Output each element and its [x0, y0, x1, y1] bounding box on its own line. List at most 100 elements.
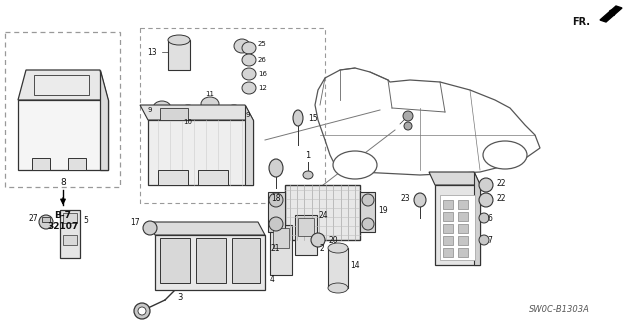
Polygon shape	[100, 70, 108, 170]
Text: 1: 1	[305, 150, 310, 159]
Bar	[68, 158, 86, 170]
Ellipse shape	[362, 218, 374, 230]
Text: 4: 4	[269, 276, 275, 284]
Ellipse shape	[328, 283, 348, 293]
Text: 5: 5	[83, 215, 88, 225]
Text: 19: 19	[378, 205, 388, 214]
Text: 11: 11	[205, 91, 214, 97]
Ellipse shape	[303, 171, 313, 179]
Bar	[435, 185, 480, 265]
Text: 12: 12	[258, 85, 267, 91]
Ellipse shape	[39, 215, 53, 229]
Ellipse shape	[328, 243, 348, 253]
Bar	[18, 100, 108, 170]
Text: 13: 13	[147, 47, 157, 57]
Bar	[63, 235, 77, 245]
Bar	[328, 248, 348, 288]
Text: B-7: B-7	[54, 211, 72, 220]
Text: 6: 6	[487, 213, 492, 222]
Bar	[34, 75, 89, 95]
Bar	[443, 212, 453, 221]
Text: 24: 24	[318, 211, 328, 220]
Ellipse shape	[362, 194, 374, 206]
Ellipse shape	[269, 159, 283, 177]
Ellipse shape	[138, 307, 146, 315]
Ellipse shape	[269, 193, 283, 207]
Text: 7: 7	[487, 236, 492, 244]
Bar	[140, 28, 325, 203]
Bar	[458, 236, 468, 245]
Bar	[295, 215, 317, 255]
Bar	[160, 108, 188, 120]
Ellipse shape	[134, 303, 150, 319]
Bar	[285, 185, 360, 240]
Polygon shape	[148, 222, 265, 235]
Ellipse shape	[201, 97, 219, 111]
Ellipse shape	[242, 42, 256, 54]
Bar	[360, 192, 375, 232]
Ellipse shape	[143, 221, 157, 235]
Bar	[443, 236, 453, 245]
Bar	[458, 212, 468, 221]
Ellipse shape	[333, 151, 377, 179]
Text: 22: 22	[496, 194, 506, 203]
Ellipse shape	[242, 82, 256, 94]
Ellipse shape	[153, 101, 171, 115]
Bar	[198, 170, 228, 185]
Ellipse shape	[311, 233, 325, 247]
Ellipse shape	[179, 105, 197, 119]
Ellipse shape	[479, 213, 489, 223]
Bar	[158, 170, 188, 185]
Ellipse shape	[225, 105, 243, 119]
Polygon shape	[474, 172, 480, 265]
Polygon shape	[600, 6, 622, 22]
Bar	[458, 224, 468, 233]
Text: 17: 17	[131, 218, 140, 227]
Bar	[42, 217, 50, 222]
Text: 27: 27	[28, 213, 38, 222]
Ellipse shape	[242, 54, 256, 66]
Text: 18: 18	[271, 194, 281, 203]
Bar	[148, 120, 253, 185]
Ellipse shape	[293, 110, 303, 126]
Text: 26: 26	[258, 57, 267, 63]
Polygon shape	[18, 70, 108, 100]
Bar	[196, 238, 226, 283]
Bar	[273, 228, 289, 248]
Bar	[60, 210, 80, 258]
Text: 20: 20	[328, 236, 338, 244]
Text: 32107: 32107	[47, 221, 79, 230]
Bar	[63, 213, 77, 223]
Ellipse shape	[168, 35, 190, 45]
Text: 8: 8	[60, 178, 66, 187]
Bar	[458, 248, 468, 257]
Bar	[155, 235, 265, 290]
Ellipse shape	[404, 122, 412, 130]
Text: 25: 25	[258, 41, 267, 47]
Polygon shape	[429, 172, 480, 185]
Bar	[298, 218, 314, 236]
Bar	[232, 238, 260, 283]
Ellipse shape	[483, 141, 527, 169]
Bar	[168, 40, 190, 70]
Bar	[443, 200, 453, 209]
Text: 9: 9	[147, 107, 152, 113]
Ellipse shape	[269, 217, 283, 231]
Ellipse shape	[479, 235, 489, 245]
Ellipse shape	[479, 193, 493, 207]
Bar	[32, 158, 50, 170]
Text: 10: 10	[184, 119, 193, 125]
Text: SW0C-B1303A: SW0C-B1303A	[529, 306, 590, 315]
Text: 14: 14	[350, 260, 360, 269]
Ellipse shape	[242, 68, 256, 80]
Ellipse shape	[414, 193, 426, 207]
Text: 23: 23	[401, 194, 410, 203]
Ellipse shape	[479, 178, 493, 192]
Text: 3: 3	[177, 292, 182, 301]
Text: 21: 21	[270, 244, 280, 252]
Bar	[270, 225, 292, 275]
Ellipse shape	[234, 39, 250, 53]
Text: FR.: FR.	[572, 17, 590, 27]
Polygon shape	[140, 105, 253, 120]
Bar	[5, 32, 120, 187]
